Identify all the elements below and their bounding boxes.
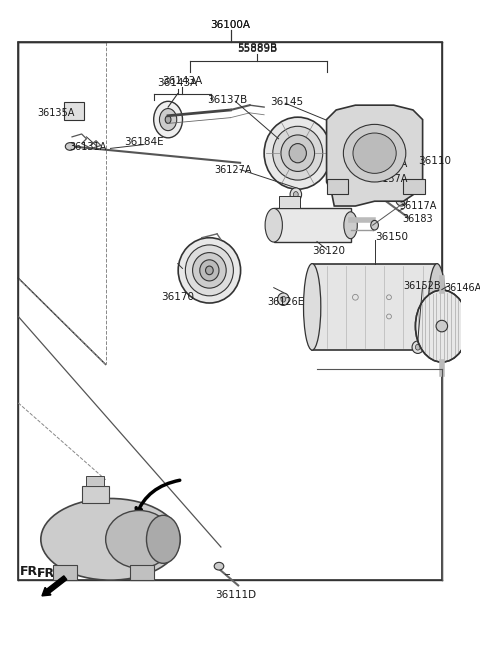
- Bar: [18, 42, 442, 580]
- Bar: [403, 179, 424, 194]
- Ellipse shape: [65, 142, 75, 150]
- Text: 36131A: 36131A: [70, 142, 107, 152]
- Text: 36138A: 36138A: [371, 159, 408, 169]
- Bar: [372, 169, 401, 190]
- Bar: [53, 565, 77, 580]
- Ellipse shape: [290, 188, 301, 201]
- Ellipse shape: [146, 516, 180, 564]
- Ellipse shape: [106, 510, 173, 568]
- Ellipse shape: [214, 562, 224, 570]
- Ellipse shape: [293, 192, 298, 197]
- Ellipse shape: [415, 290, 468, 362]
- Ellipse shape: [335, 129, 385, 182]
- Ellipse shape: [353, 133, 396, 173]
- Text: 36183: 36183: [403, 213, 433, 224]
- Bar: [312, 264, 437, 350]
- Bar: [274, 208, 350, 241]
- Polygon shape: [326, 105, 422, 206]
- Ellipse shape: [289, 144, 306, 163]
- Text: 36184E: 36184E: [124, 136, 164, 147]
- Bar: [278, 196, 300, 208]
- Text: 36146A: 36146A: [444, 283, 480, 293]
- Ellipse shape: [281, 135, 314, 171]
- Text: 36127A: 36127A: [215, 165, 252, 174]
- Ellipse shape: [436, 320, 447, 332]
- Text: 36100A: 36100A: [211, 20, 251, 30]
- Text: 36120: 36120: [312, 246, 345, 256]
- Ellipse shape: [370, 186, 383, 201]
- Ellipse shape: [303, 264, 321, 350]
- Ellipse shape: [159, 108, 177, 131]
- Text: 55889B: 55889B: [237, 43, 277, 54]
- Bar: [326, 179, 348, 194]
- Text: FR.: FR.: [20, 565, 43, 579]
- Bar: [130, 565, 154, 580]
- Ellipse shape: [399, 196, 404, 202]
- Text: 36143A: 36143A: [157, 78, 198, 88]
- Text: 36145: 36145: [270, 97, 303, 108]
- Ellipse shape: [178, 237, 240, 303]
- Bar: [86, 476, 104, 485]
- Text: 36143A: 36143A: [162, 76, 203, 86]
- Ellipse shape: [371, 220, 378, 230]
- Ellipse shape: [412, 341, 423, 354]
- Ellipse shape: [41, 499, 180, 580]
- Ellipse shape: [344, 212, 357, 239]
- Text: 36135A: 36135A: [37, 108, 74, 118]
- Ellipse shape: [343, 125, 406, 182]
- Text: 36150: 36150: [375, 232, 408, 242]
- Ellipse shape: [277, 293, 289, 306]
- Ellipse shape: [349, 144, 371, 167]
- Ellipse shape: [192, 253, 226, 288]
- Text: 55889B: 55889B: [237, 45, 277, 54]
- Ellipse shape: [273, 127, 323, 180]
- Ellipse shape: [265, 209, 282, 242]
- Text: 36126E: 36126E: [268, 297, 305, 307]
- Ellipse shape: [264, 117, 331, 189]
- Text: 36111D: 36111D: [215, 590, 256, 600]
- Bar: [64, 102, 84, 119]
- Ellipse shape: [281, 297, 286, 302]
- Ellipse shape: [185, 245, 233, 296]
- Ellipse shape: [342, 135, 378, 174]
- Ellipse shape: [154, 101, 182, 138]
- Text: 36137B: 36137B: [207, 95, 248, 106]
- Text: 36100A: 36100A: [211, 20, 251, 30]
- Ellipse shape: [165, 115, 171, 123]
- Text: 36110: 36110: [419, 156, 452, 166]
- Ellipse shape: [375, 192, 384, 199]
- FancyArrow shape: [42, 576, 67, 596]
- Text: 36152B: 36152B: [404, 281, 442, 291]
- Ellipse shape: [415, 344, 420, 350]
- Ellipse shape: [373, 190, 379, 197]
- Ellipse shape: [428, 264, 445, 350]
- Text: 36117A: 36117A: [399, 201, 436, 211]
- Text: 36137A: 36137A: [370, 174, 408, 184]
- Ellipse shape: [205, 266, 213, 275]
- Text: FR.: FR.: [36, 567, 60, 581]
- Ellipse shape: [396, 193, 407, 206]
- Ellipse shape: [200, 260, 219, 281]
- Bar: [82, 485, 108, 502]
- Text: 36170: 36170: [161, 293, 194, 302]
